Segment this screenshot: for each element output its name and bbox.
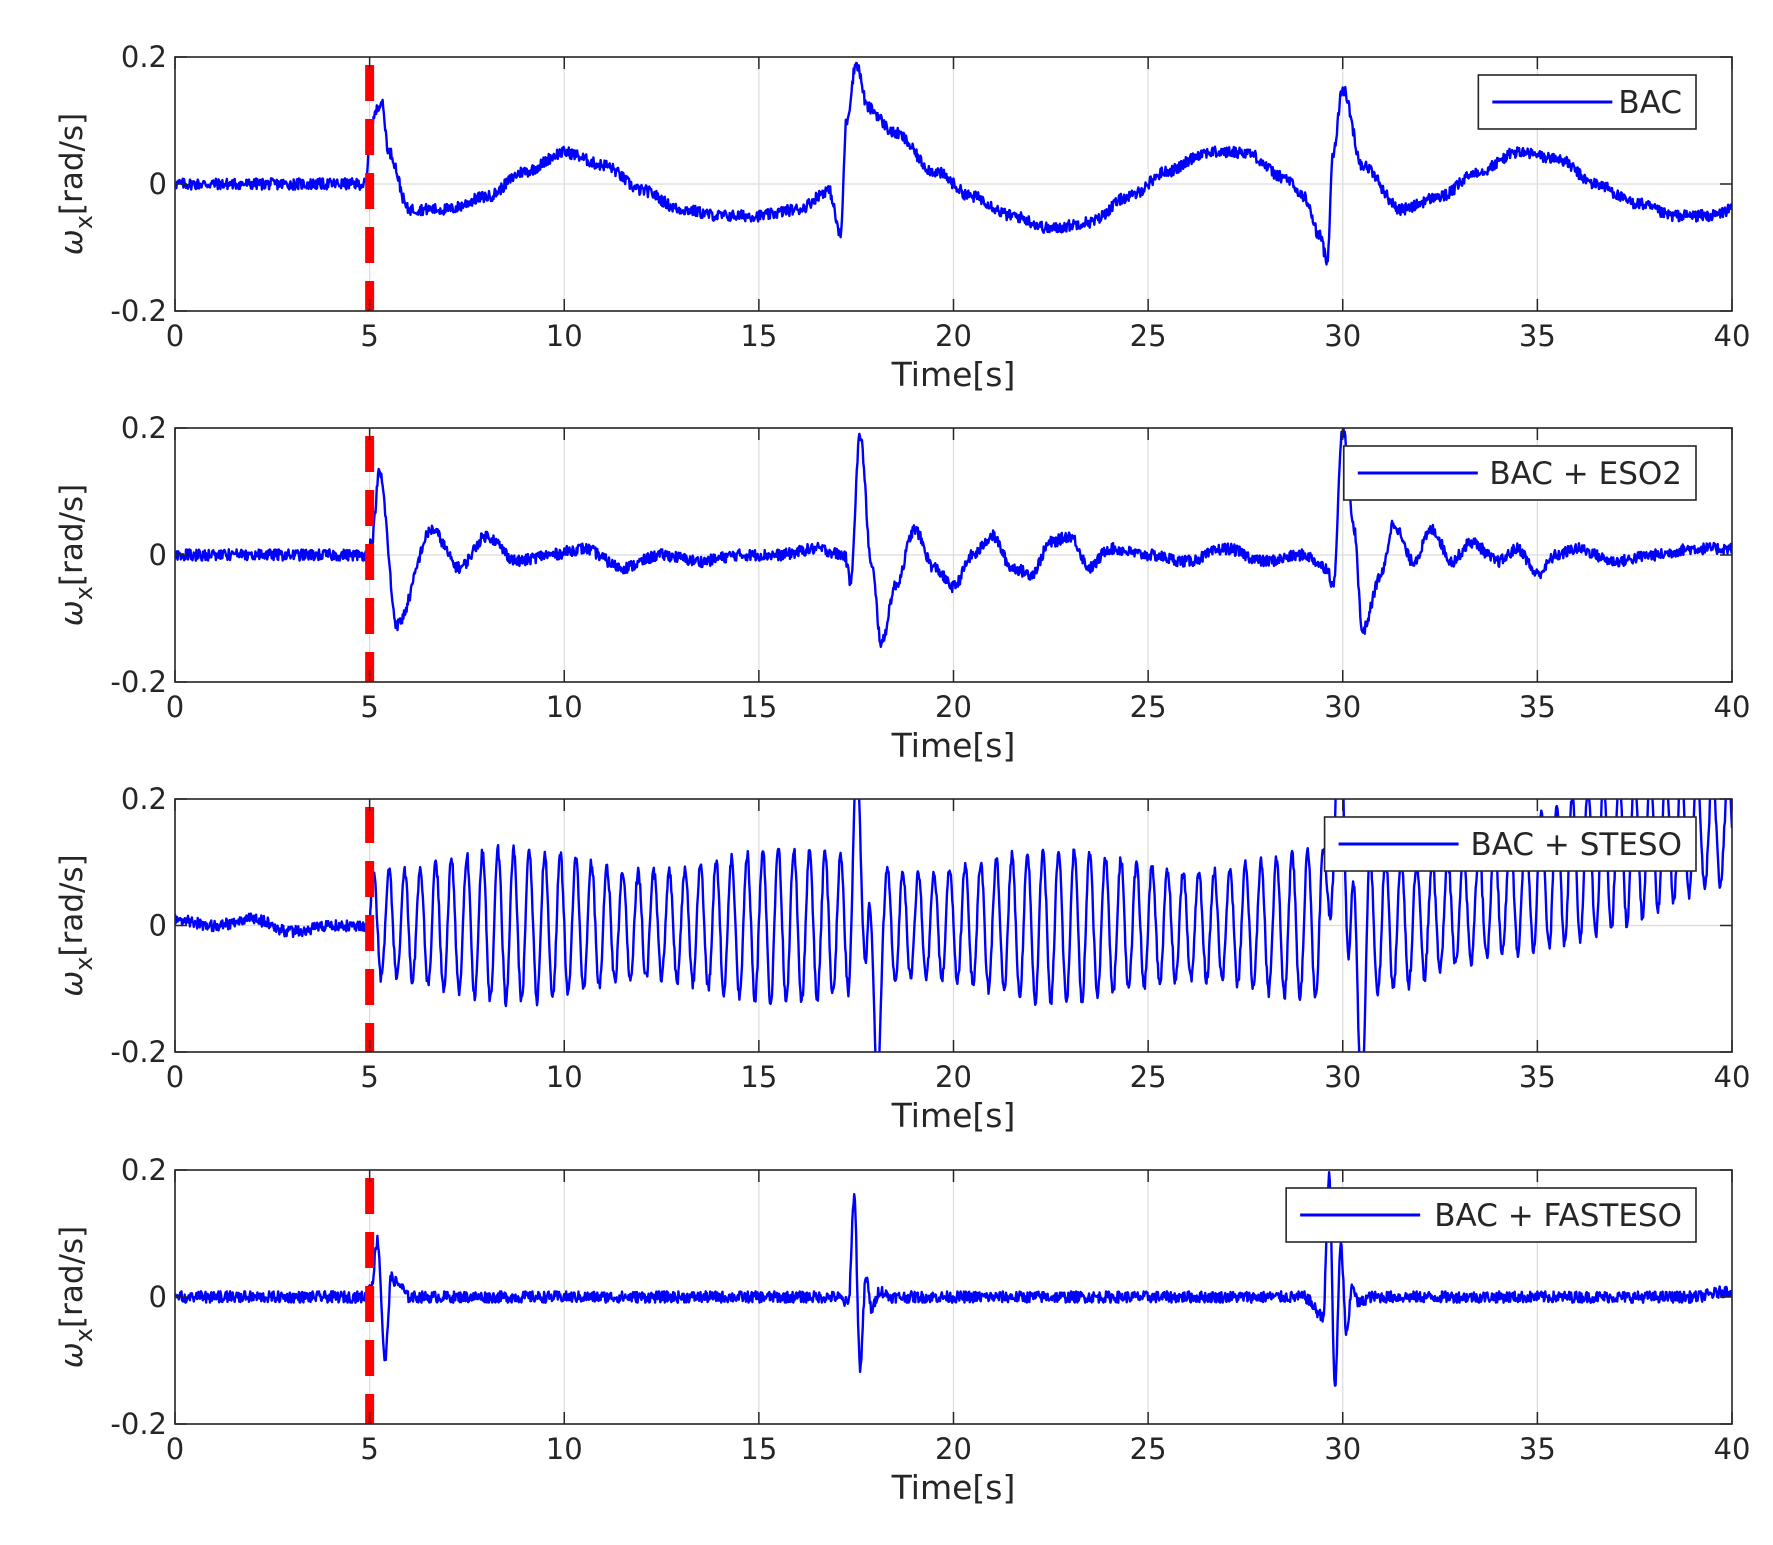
x-tick-label: 40 xyxy=(1714,319,1751,353)
legend: BAC xyxy=(1477,74,1697,130)
x-tick-label: 25 xyxy=(1130,690,1167,724)
legend-label: BAC + STESO xyxy=(1470,827,1682,863)
x-tick-label: 5 xyxy=(360,690,378,724)
x-tick-label: 35 xyxy=(1519,319,1556,353)
y-tick-label: 0 xyxy=(149,538,167,572)
x-tick-label: 40 xyxy=(1714,690,1751,724)
legend-label: BAC + ESO2 xyxy=(1489,456,1682,492)
x-tick-label: 35 xyxy=(1519,1060,1556,1094)
subplot-1: 0 5 10 15 20 25 30 35 40-0.200.2Time[s]ωx[rad/s]… xyxy=(54,40,1750,394)
y-axis-label: ωx[rad/s] xyxy=(54,113,98,255)
x-tick-label: 30 xyxy=(1324,690,1361,724)
y-tick-label: 0.2 xyxy=(121,411,167,445)
legend: BAC + FASTESO xyxy=(1285,1187,1697,1243)
legend-label: BAC xyxy=(1618,85,1682,121)
x-tick-label: 30 xyxy=(1324,1060,1361,1094)
x-tick-label: 10 xyxy=(546,1432,583,1466)
x-tick-label: 20 xyxy=(935,690,972,724)
series-line xyxy=(175,428,1732,648)
x-tick-label: 0 xyxy=(166,1060,184,1094)
y-axis-label: ωx[rad/s] xyxy=(54,484,98,626)
x-tick-label: 30 xyxy=(1324,319,1361,353)
subplot-3: 0 5 10 15 20 25 30 35 40-0.200.2Time[s]ωx[rad/s]… xyxy=(54,782,1751,1135)
x-tick-label: 20 xyxy=(935,1432,972,1466)
x-axis-label: Time[s] xyxy=(891,1096,1016,1135)
x-tick-label: 5 xyxy=(360,1060,378,1094)
x-tick-label: 30 xyxy=(1324,1432,1361,1466)
subplot-4: 0 5 10 15 20 25 30 35 40-0.200.2Time[s]ωx[rad/s]… xyxy=(54,1153,1750,1507)
x-tick-label: 15 xyxy=(740,690,777,724)
series-line xyxy=(175,1170,1732,1387)
x-axis-label: Time[s] xyxy=(891,355,1016,394)
x-axis-label: Time[s] xyxy=(891,1468,1016,1507)
x-tick-label: 0 xyxy=(166,690,184,724)
x-tick-label: 25 xyxy=(1130,1060,1167,1094)
subplot-2: 0 5 10 15 20 25 30 35 40-0.200.2Time[s]ωx[rad/s]… xyxy=(54,411,1750,765)
legend: BAC + ESO2 xyxy=(1343,445,1697,501)
y-tick-label: 0.2 xyxy=(121,40,167,74)
x-tick-label: 40 xyxy=(1714,1060,1751,1094)
y-tick-label: 0 xyxy=(149,1280,167,1314)
x-tick-label: 25 xyxy=(1130,1432,1167,1466)
x-tick-label: 25 xyxy=(1130,319,1167,353)
y-tick-label: -0.2 xyxy=(110,1407,167,1441)
y-axis-label: ωx[rad/s] xyxy=(54,854,98,996)
x-tick-label: 15 xyxy=(740,1060,777,1094)
x-tick-label: 35 xyxy=(1519,690,1556,724)
x-tick-label: 0 xyxy=(166,319,184,353)
x-tick-label: 40 xyxy=(1714,1432,1751,1466)
y-tick-label: 0 xyxy=(149,167,167,201)
legend-label: BAC + FASTESO xyxy=(1434,1198,1682,1234)
series-line xyxy=(175,61,1732,266)
x-tick-label: 5 xyxy=(360,319,378,353)
legend: BAC + STESO xyxy=(1323,816,1697,872)
y-tick-label: -0.2 xyxy=(110,1035,167,1069)
y-tick-label: -0.2 xyxy=(110,665,167,699)
y-tick-label: -0.2 xyxy=(110,294,167,328)
x-tick-label: 10 xyxy=(546,319,583,353)
x-tick-label: 0 xyxy=(166,1432,184,1466)
x-tick-label: 5 xyxy=(360,1432,378,1466)
x-tick-label: 15 xyxy=(740,319,777,353)
y-tick-label: 0.2 xyxy=(121,1153,167,1187)
x-tick-label: 10 xyxy=(546,1060,583,1094)
y-tick-label: 0.2 xyxy=(121,782,167,816)
x-axis-label: Time[s] xyxy=(891,726,1016,765)
y-axis-label: ωx[rad/s] xyxy=(54,1226,98,1368)
x-tick-label: 20 xyxy=(935,319,972,353)
y-tick-label: 0 xyxy=(149,909,167,943)
x-tick-label: 35 xyxy=(1519,1432,1556,1466)
x-tick-label: 10 xyxy=(546,690,583,724)
x-tick-label: 20 xyxy=(935,1060,972,1094)
x-tick-label: 15 xyxy=(740,1432,777,1466)
series-line xyxy=(175,799,1732,1052)
